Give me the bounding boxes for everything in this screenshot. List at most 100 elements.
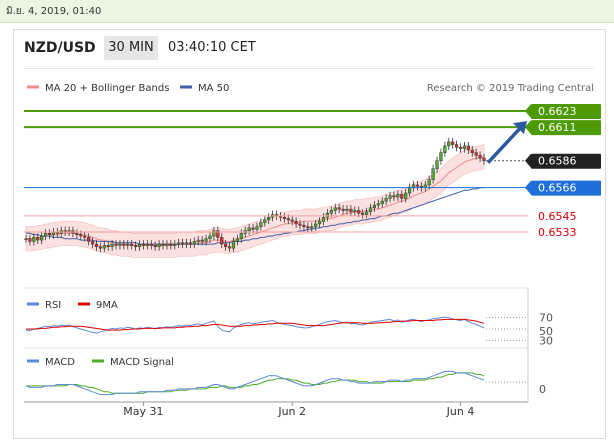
price-candle bbox=[396, 190, 400, 202]
chart-time: 03:40:10 CET bbox=[168, 40, 256, 55]
price-candle bbox=[141, 240, 146, 250]
x-tick-label: May 31 bbox=[123, 405, 163, 418]
price-candle bbox=[435, 156, 439, 173]
x-tick-label: Jun 2 bbox=[277, 405, 306, 418]
price-candle bbox=[282, 213, 286, 223]
price-candle bbox=[40, 232, 44, 245]
legend-macd-signal-label: MACD Signal bbox=[110, 357, 174, 368]
price-candle bbox=[404, 188, 408, 203]
price-candle bbox=[462, 141, 467, 153]
price-candle bbox=[212, 226, 216, 241]
price-candle bbox=[75, 229, 79, 239]
legend-9ma-label: 9MA bbox=[96, 300, 118, 311]
rsi-level-label: 70 bbox=[539, 312, 553, 325]
price-candle bbox=[126, 240, 130, 250]
price-level-label: 0.6533 bbox=[538, 226, 577, 239]
macd-signal-line bbox=[26, 372, 485, 394]
price-candle bbox=[454, 140, 459, 152]
price-level-tag-pointer bbox=[525, 120, 531, 135]
price-candle bbox=[443, 141, 447, 157]
timestamp-text: มิ.ย. 4, 2019, 01:40 bbox=[6, 6, 102, 17]
price-candle bbox=[353, 206, 357, 216]
price-candle bbox=[376, 199, 380, 210]
price-candle bbox=[325, 209, 330, 222]
main-plot-area bbox=[24, 137, 486, 258]
timeframe-badge[interactable]: 30 MIN bbox=[104, 36, 158, 60]
price-level-tag bbox=[531, 104, 601, 119]
currency-pair-title: NZD/USD bbox=[24, 40, 96, 56]
price-candle bbox=[153, 241, 157, 251]
price-candle bbox=[349, 205, 353, 216]
forecast-arrowhead bbox=[513, 121, 527, 135]
price-candle bbox=[36, 233, 40, 245]
price-candle bbox=[110, 240, 114, 251]
macd-line bbox=[25, 370, 485, 396]
price-candle bbox=[122, 240, 126, 250]
price-candle bbox=[478, 151, 482, 163]
price-candle bbox=[345, 205, 349, 215]
price-level-label: 0.6611 bbox=[538, 121, 577, 134]
legend-ma20-label: MA 20 + Bollinger Bands bbox=[45, 83, 169, 94]
price-candle bbox=[102, 241, 106, 253]
price-candle bbox=[161, 240, 165, 250]
price-candle bbox=[28, 234, 32, 246]
price-level-tag bbox=[531, 180, 601, 196]
price-candle bbox=[400, 190, 404, 203]
price-level-label: 0.6545 bbox=[538, 210, 577, 223]
price-candle bbox=[451, 137, 455, 149]
price-candle bbox=[482, 154, 486, 165]
price-candle bbox=[380, 197, 384, 208]
price-candle bbox=[263, 215, 267, 227]
price-candle bbox=[149, 240, 153, 250]
forecast-arrow bbox=[486, 124, 524, 164]
x-tick-label: Jun 4 bbox=[446, 405, 475, 418]
price-candle bbox=[427, 175, 431, 189]
price-candle bbox=[24, 234, 28, 243]
price-candle bbox=[133, 241, 138, 251]
price-candle bbox=[314, 219, 318, 231]
price-candle bbox=[145, 240, 149, 250]
price-levels: 0.6623 0.6611 0.6586 0.6566 0.6545 0.6533 bbox=[24, 104, 601, 239]
price-candle bbox=[392, 191, 396, 202]
price-candle bbox=[341, 205, 345, 215]
price-candle bbox=[94, 240, 99, 251]
price-candle bbox=[204, 234, 208, 246]
price-candle bbox=[235, 234, 240, 246]
price-level-tag-pointer bbox=[525, 104, 531, 118]
price-candle bbox=[32, 233, 36, 246]
price-candle bbox=[310, 222, 314, 232]
price-candle bbox=[173, 240, 177, 250]
price-candle bbox=[43, 229, 48, 241]
price-candle bbox=[200, 236, 204, 246]
price-candle bbox=[224, 240, 228, 251]
price-level-tag bbox=[531, 120, 601, 136]
price-candle bbox=[321, 213, 326, 226]
price-candle bbox=[130, 240, 134, 250]
price-candle bbox=[466, 141, 470, 155]
rsi-9ma-line bbox=[26, 318, 485, 331]
price-candle bbox=[231, 237, 236, 253]
price-candle bbox=[317, 217, 322, 228]
price-candle bbox=[447, 137, 451, 150]
price-candle bbox=[98, 242, 102, 253]
price-candle bbox=[220, 233, 224, 249]
rsi-level-label: 30 bbox=[539, 334, 553, 347]
rsi-line bbox=[25, 316, 485, 334]
price-level-label: 0.6623 bbox=[538, 105, 577, 118]
price-candle bbox=[184, 238, 189, 249]
legend-ma50-label: MA 50 bbox=[198, 83, 229, 94]
price-candle bbox=[431, 164, 435, 184]
price-candle bbox=[372, 201, 377, 212]
legend-rsi-label: RSI bbox=[45, 300, 61, 311]
price-candle bbox=[165, 240, 169, 250]
price-candle bbox=[106, 241, 110, 251]
macd-plot-area: 0 bbox=[25, 370, 546, 396]
price-candle bbox=[169, 240, 173, 250]
price-candle bbox=[384, 194, 388, 206]
price-level-tag-pointer bbox=[525, 153, 531, 168]
price-candle bbox=[361, 209, 365, 219]
rsi-level-label: 50 bbox=[539, 325, 553, 338]
ma20-line bbox=[26, 156, 485, 246]
price-candle bbox=[157, 240, 161, 251]
price-candle bbox=[415, 180, 420, 191]
